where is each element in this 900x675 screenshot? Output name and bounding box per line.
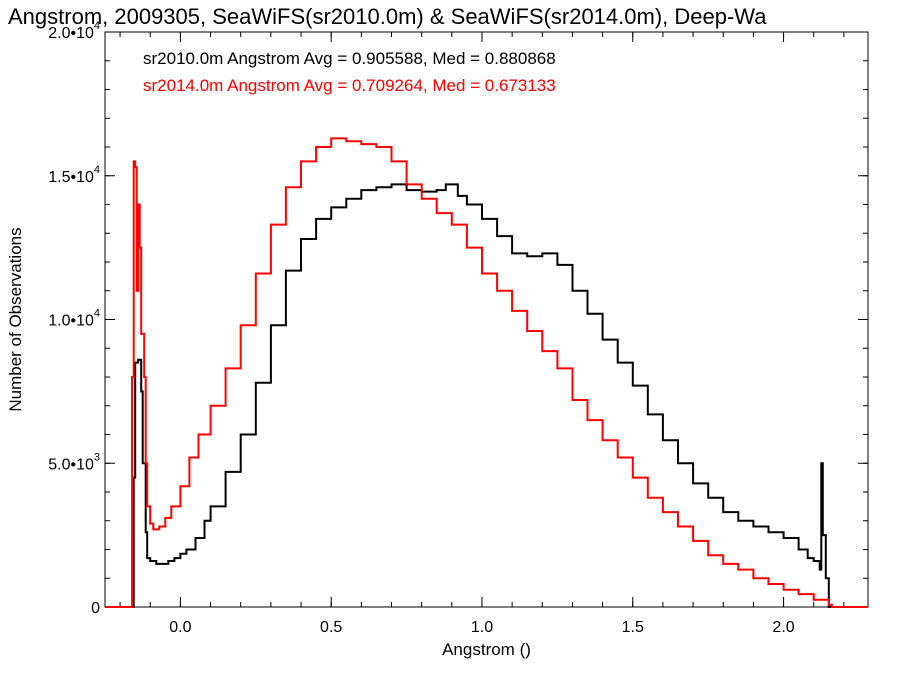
y-tick-label-exponent: 4 xyxy=(94,20,100,32)
y-tick-label-exponent: 4 xyxy=(94,164,100,176)
series-line-2 xyxy=(105,137,868,608)
x-axis-label: Angstrom () xyxy=(442,640,531,659)
y-tick-label-base: 0 xyxy=(91,600,100,617)
y-tick-label-base: 2.0•10 xyxy=(48,25,94,42)
x-tick-label: 1.0 xyxy=(471,619,493,636)
axis-tick-labels: 0.0 0.5 1.0 1.5 2.005.0•1031.0•1041.5•1042.0… xyxy=(48,20,795,636)
chart-title: Angstrom, 2009305, SeaWiFS(sr2010.0m) & … xyxy=(8,4,767,29)
y-tick-label-base: 5.0•10 xyxy=(48,456,94,473)
legend-entry-2: sr2014.0m Angstrom Avg = 0.709264, Med =… xyxy=(143,76,556,95)
legend: sr2010.0m Angstrom Avg = 0.905588, Med =… xyxy=(143,49,556,95)
x-tick-label: 0.0 xyxy=(169,619,191,636)
y-tick-label-exponent: 3 xyxy=(94,451,100,463)
y-tick-label-base: 1.0•10 xyxy=(48,313,94,330)
x-tick-label: 2.0 xyxy=(772,619,794,636)
y-tick-label: 5.0•103 xyxy=(48,451,100,473)
y-tick-label-base: 1.5•10 xyxy=(48,169,94,186)
y-tick-label: 0 xyxy=(91,600,100,617)
legend-entry-1: sr2010.0m Angstrom Avg = 0.905588, Med =… xyxy=(143,49,556,68)
x-tick-label: 0.5 xyxy=(320,619,342,636)
y-tick-label: 1.5•104 xyxy=(48,164,100,186)
series-lines xyxy=(105,137,868,608)
y-tick-label: 1.0•104 xyxy=(48,308,100,330)
y-tick-label-exponent: 4 xyxy=(94,308,100,320)
y-tick-label: 2.0•104 xyxy=(48,20,100,42)
series-line-1 xyxy=(105,183,868,608)
axis-ticks xyxy=(105,31,868,608)
y-axis-label: Number of Observations xyxy=(6,227,25,411)
x-tick-label: 1.5 xyxy=(622,619,644,636)
